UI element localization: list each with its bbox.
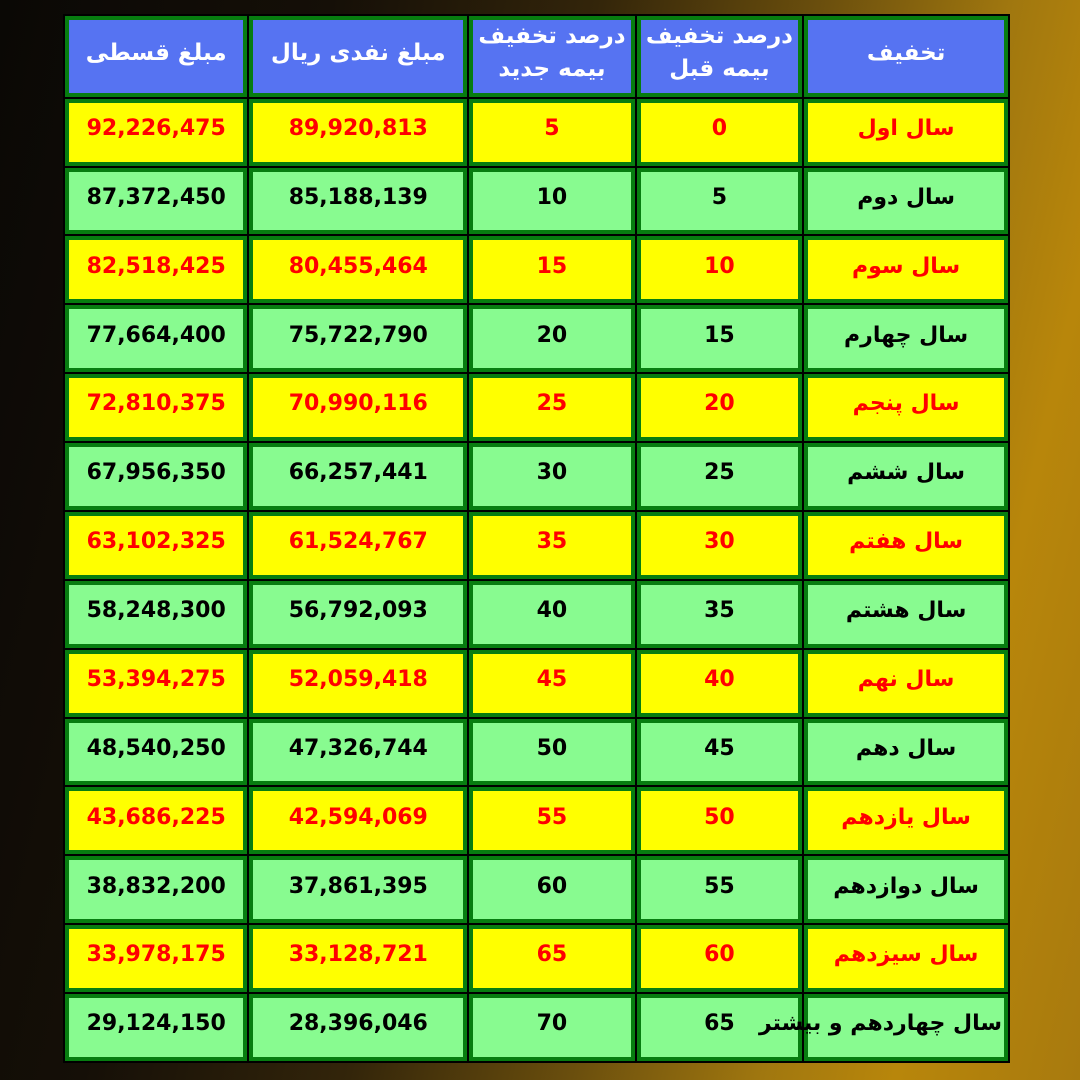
table-row: سال هفتم 30 35 61,524,767 63,102,325 — [65, 511, 1008, 579]
new_discount-cell: 25 — [469, 374, 635, 442]
installment_amount-cell: 67,956,350 — [65, 443, 248, 510]
installment_amount-cell: 43,686,225 — [65, 787, 248, 855]
new_discount-cell: 15 — [469, 236, 635, 304]
prev_discount-cell: 25 — [636, 443, 803, 510]
prev_discount-cell: 40 — [636, 649, 803, 717]
installment_amount-cell: 72,810,375 — [65, 374, 248, 442]
cash_amount-cell: 80,455,464 — [249, 236, 468, 304]
year-cell: سال یازدهم — [804, 787, 1008, 855]
prev_discount-cell: 55 — [636, 856, 803, 924]
table-row: سال هشتم 35 40 56,792,093 58,248,300 — [65, 580, 1008, 648]
table-header: تخفیف درصد تخفیف بیمه قبل درصد تخفیف بیمه … — [65, 16, 1008, 97]
table-row: سال سیزدهم 60 65 33,128,721 33,978,175 — [65, 925, 1008, 993]
year-cell: سال دوم — [804, 167, 1008, 235]
header-row: تخفیف درصد تخفیف بیمه قبل درصد تخفیف بیمه … — [65, 16, 1008, 97]
table-row: سال دوازدهم 55 60 37,861,395 38,832,200 — [65, 856, 1008, 924]
installment_amount-cell: 82,518,425 — [65, 236, 248, 304]
cash_amount-cell: 56,792,093 — [249, 580, 468, 648]
table-row: سال ششم 25 30 66,257,441 67,956,350 — [65, 443, 1008, 510]
installment_amount-cell: 58,248,300 — [65, 580, 248, 648]
new_discount-cell: 20 — [469, 305, 635, 373]
installment_amount-cell: 77,664,400 — [65, 305, 248, 373]
new_discount-cell: 40 — [469, 580, 635, 648]
year-cell: سال اول — [804, 98, 1008, 166]
column-header-year: تخفیف — [804, 16, 1008, 97]
table-row: سال نهم 40 45 52,059,418 53,394,275 — [65, 649, 1008, 717]
table-row: سال دوم 5 10 85,188,139 87,372,450 — [65, 167, 1008, 235]
prev_discount-cell: 45 — [636, 718, 803, 786]
year-cell: سال هفتم — [804, 511, 1008, 579]
new_discount-cell: 35 — [469, 511, 635, 579]
table-row: سال یازدهم 50 55 42,594,069 43,686,225 — [65, 787, 1008, 855]
year-cell: سال سوم — [804, 236, 1008, 304]
year-cell: سال دهم — [804, 718, 1008, 786]
cash_amount-cell: 61,524,767 — [249, 511, 468, 579]
installment_amount-cell: 87,372,450 — [65, 167, 248, 235]
year-cell: سال چهاردهم و بیشتر — [759, 994, 1008, 1061]
new_discount-cell: 50 — [469, 718, 635, 786]
prev_discount-cell: 60 — [636, 925, 803, 993]
prev_discount-cell: 15 — [636, 305, 803, 373]
year-cell: سال دوازدهم — [804, 856, 1008, 924]
cash_amount-cell: 47,326,744 — [249, 718, 468, 786]
cash_amount-cell: 42,594,069 — [249, 787, 468, 855]
year-cell: سال هشتم — [804, 580, 1008, 648]
cash_amount-cell: 85,188,139 — [249, 167, 468, 235]
cash_amount-cell: 37,861,395 — [249, 856, 468, 924]
year-cell: سال نهم — [804, 649, 1008, 717]
year-cell: سال سیزدهم — [804, 925, 1008, 993]
column-header-prev_discount: درصد تخفیف بیمه قبل — [636, 16, 803, 97]
installment_amount-cell: 29,124,150 — [65, 994, 248, 1061]
installment_amount-cell: 53,394,275 — [65, 649, 248, 717]
table-body: سال اول 0 5 89,920,813 92,226,475 سال دوم 5 10 8… — [65, 98, 1008, 1061]
prev_discount-cell: 0 — [636, 98, 803, 166]
table-row: سال چهارم 15 20 75,722,790 77,664,400 — [65, 305, 1008, 373]
table-row: سال چهاردهم و بیشتر 65 70 28,396,046 29,124,… — [65, 994, 1008, 1061]
installment_amount-cell: 48,540,250 — [65, 718, 248, 786]
cash_amount-cell: 33,128,721 — [249, 925, 468, 993]
cash_amount-cell: 28,396,046 — [249, 994, 468, 1061]
new_discount-cell: 30 — [469, 443, 635, 510]
prev_discount-cell: 65 — [636, 994, 803, 1061]
cash_amount-cell: 70,990,116 — [249, 374, 468, 442]
year-cell: سال چهارم — [804, 305, 1008, 373]
column-header-new_discount: درصد تخفیف بیمه جدید — [469, 16, 635, 97]
year-cell: سال ششم — [804, 443, 1008, 510]
cash_amount-cell: 52,059,418 — [249, 649, 468, 717]
prev_discount-cell: 35 — [636, 580, 803, 648]
year-cell: سال پنجم — [804, 374, 1008, 442]
cash_amount-cell: 75,722,790 — [249, 305, 468, 373]
new_discount-cell: 45 — [469, 649, 635, 717]
discount-table-container: تخفیف درصد تخفیف بیمه قبل درصد تخفیف بیمه … — [63, 14, 1010, 1063]
cash_amount-cell: 66,257,441 — [249, 443, 468, 510]
new_discount-cell: 5 — [469, 98, 635, 166]
new_discount-cell: 55 — [469, 787, 635, 855]
cash_amount-cell: 89,920,813 — [249, 98, 468, 166]
prev_discount-cell: 5 — [636, 167, 803, 235]
prev_discount-cell: 50 — [636, 787, 803, 855]
installment_amount-cell: 38,832,200 — [65, 856, 248, 924]
new_discount-cell: 70 — [469, 994, 635, 1061]
prev_discount-cell: 10 — [636, 236, 803, 304]
prev_discount-cell: 20 — [636, 374, 803, 442]
new_discount-cell: 65 — [469, 925, 635, 993]
installment_amount-cell: 33,978,175 — [65, 925, 248, 993]
installment_amount-cell: 63,102,325 — [65, 511, 248, 579]
table-row: سال پنجم 20 25 70,990,116 72,810,375 — [65, 374, 1008, 442]
table-row: سال دهم 45 50 47,326,744 48,540,250 — [65, 718, 1008, 786]
column-header-cash_amount: مبلغ نفدی ریال — [249, 16, 468, 97]
installment_amount-cell: 92,226,475 — [65, 98, 248, 166]
table-row: سال اول 0 5 89,920,813 92,226,475 — [65, 98, 1008, 166]
table-row: سال سوم 10 15 80,455,464 82,518,425 — [65, 236, 1008, 304]
new_discount-cell: 10 — [469, 167, 635, 235]
column-header-installment_amount: مبلغ قسطی — [65, 16, 248, 97]
new_discount-cell: 60 — [469, 856, 635, 924]
insurance-discount-table: تخفیف درصد تخفیف بیمه قبل درصد تخفیف بیمه … — [63, 14, 1010, 1063]
prev_discount-cell: 30 — [636, 511, 803, 579]
